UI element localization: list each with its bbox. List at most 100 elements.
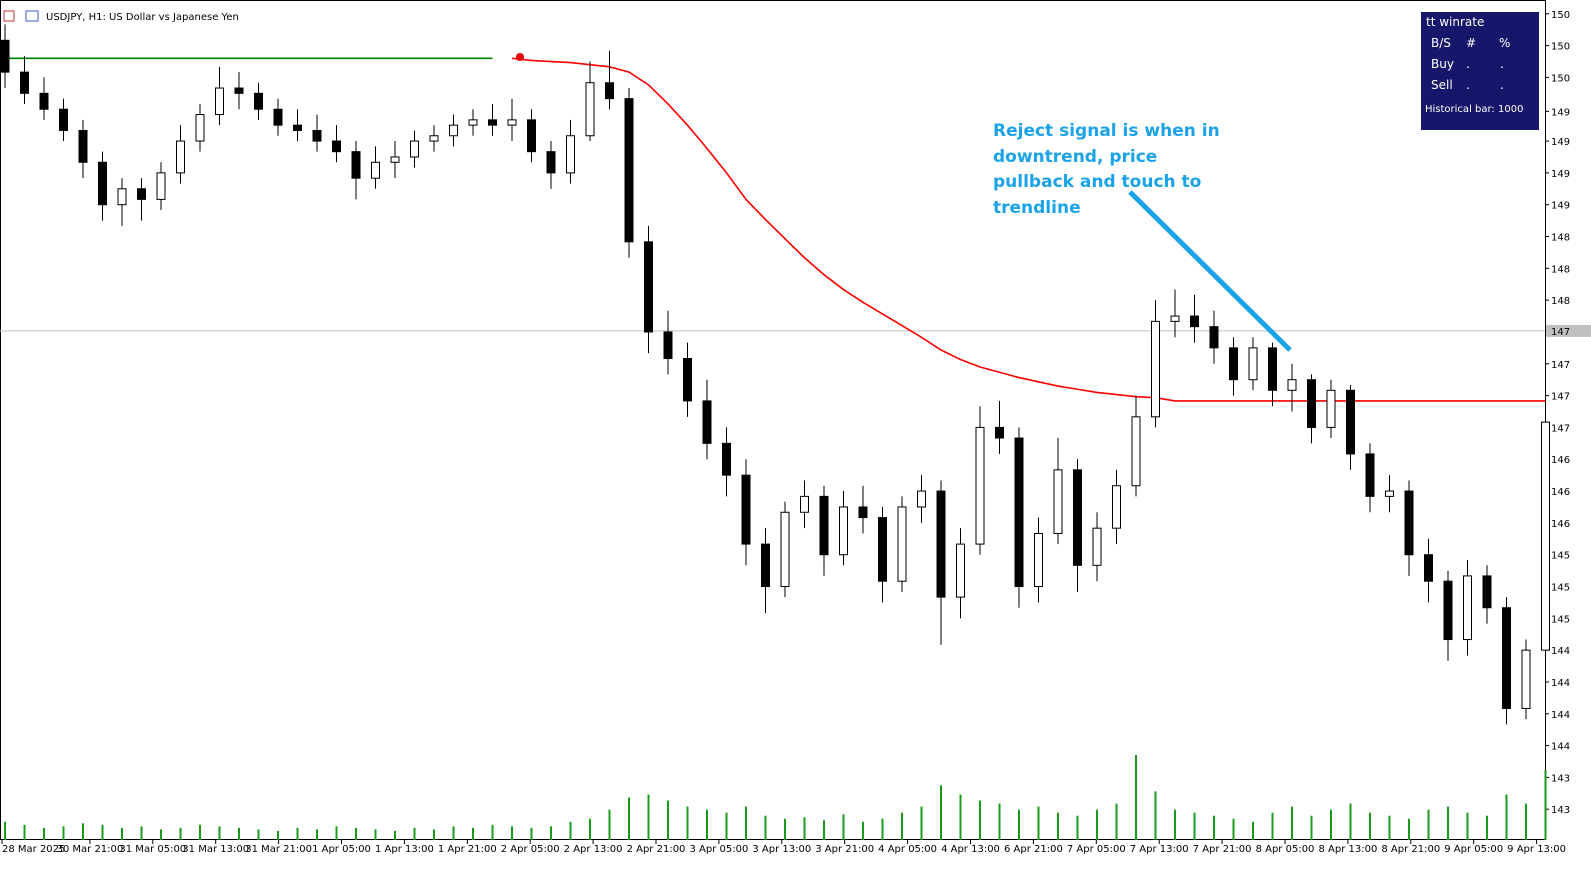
volume-bar [23, 824, 26, 840]
candle-body [137, 188, 146, 200]
candle-body [644, 241, 653, 333]
panel-cell: . [1500, 78, 1504, 92]
x-tick-label: 31 Mar 05:00 [119, 844, 186, 855]
candle-body [546, 151, 556, 174]
x-tick-label: 8 Apr 21:00 [1381, 844, 1440, 855]
candle-body [1014, 437, 1024, 588]
volume-bar [140, 826, 143, 840]
symbol-icon[interactable] [3, 10, 15, 22]
volume-bar [491, 824, 494, 840]
volume-bar [374, 829, 377, 840]
candle-body [390, 156, 400, 163]
candle-body [1034, 532, 1043, 588]
x-tick-label: 30 Mar 21:00 [57, 844, 124, 855]
candle-body [20, 71, 29, 94]
candle-body [1365, 453, 1375, 497]
volume-bar [959, 794, 962, 840]
candle-body [741, 474, 751, 545]
candle-body [819, 495, 829, 556]
candle-body [351, 151, 361, 179]
volume-bar [979, 800, 981, 840]
y-tick-label: 146 [1551, 455, 1570, 466]
candle-body [1307, 379, 1316, 428]
chart-icon[interactable] [25, 10, 39, 22]
y-tick-label: 148 [1551, 264, 1570, 275]
y-tick-label: 144 [1551, 710, 1570, 721]
crosshair-label-bg [1546, 324, 1591, 337]
volume-bar [4, 821, 6, 840]
volume-bar [1330, 809, 1332, 840]
y-tick-label: 149 [1551, 137, 1570, 148]
volume-bar [1135, 755, 1137, 840]
panel-header: % [1499, 36, 1510, 50]
y-tick-label: 147 [1551, 423, 1570, 434]
candle-body [1502, 607, 1511, 709]
x-tick-label: 9 Apr 13:00 [1507, 844, 1566, 855]
candle-body [1053, 469, 1063, 534]
x-tick-label: 3 Apr 13:00 [752, 844, 811, 855]
annotation-line: Reject signal is when in [993, 121, 1220, 141]
volume-bar [277, 830, 279, 840]
candle-body [234, 87, 244, 94]
volume-bar [1427, 809, 1430, 840]
y-tick-label: 144 [1551, 646, 1570, 657]
volume-bar [530, 827, 533, 840]
x-tick-label: 4 Apr 05:00 [878, 844, 937, 855]
panel-cell: . [1500, 57, 1504, 71]
y-tick-label: 143 [1551, 805, 1570, 816]
volume-bar [199, 824, 201, 840]
x-tick-label: 4 Apr 13:00 [941, 844, 1000, 855]
candle-body [1151, 320, 1160, 418]
volume-bar [920, 806, 923, 840]
panel-background [1421, 12, 1539, 130]
x-tick-label: 7 Apr 21:00 [1193, 844, 1252, 855]
candle-body [1092, 527, 1102, 566]
candle-body [1443, 580, 1453, 641]
x-tick-label: 9 Apr 05:00 [1444, 844, 1503, 855]
volume-bar [1408, 818, 1410, 840]
candle-body [488, 119, 497, 126]
volume-bar [667, 800, 669, 840]
candle-body [312, 129, 322, 142]
volume-bar [1310, 815, 1313, 840]
candle-body [1346, 389, 1355, 455]
volume-bar [608, 809, 611, 840]
volume-bar [745, 806, 747, 840]
candle-body [527, 119, 536, 153]
y-tick-label: 144 [1551, 742, 1570, 753]
candle-body [702, 400, 712, 444]
volume-bar [647, 794, 650, 840]
candle-body [78, 129, 88, 163]
y-tick-label: 148 [1551, 233, 1570, 244]
volume-bar [1193, 812, 1196, 840]
volume-bar [413, 827, 416, 840]
volume-bar [121, 827, 123, 840]
volume-bar [62, 826, 65, 840]
volume-bar [355, 827, 357, 840]
panel-footer: Historical bar: 1000 [1425, 104, 1523, 115]
volume-bar [881, 818, 884, 840]
y-tick-label: 145 [1551, 583, 1570, 594]
candle-body [1482, 575, 1492, 609]
x-tick-label: 2 Apr 05:00 [501, 844, 560, 855]
symbol-header: USDJPY, H1: US Dollar vs Japanese Yen [46, 12, 239, 23]
y-tick-label: 144 [1551, 678, 1570, 689]
candle-body [1190, 315, 1199, 328]
candle-body [722, 442, 731, 476]
volume-bar [589, 818, 591, 840]
candle-body [683, 357, 692, 402]
candle-body [917, 490, 926, 508]
candle-body [995, 426, 1004, 439]
signal-icon [516, 53, 524, 61]
y-tick-label: 143 [1551, 773, 1570, 784]
x-tick-label: 7 Apr 13:00 [1130, 844, 1189, 855]
candle-body [332, 140, 341, 153]
y-tick-label: 146 [1551, 487, 1570, 498]
volume-bar [160, 829, 162, 840]
candle-body [663, 331, 673, 359]
candle-body [956, 543, 965, 598]
volume-bar [511, 826, 513, 840]
y-tick-label: 146 [1551, 519, 1570, 530]
annotation: Reject signal is when in downtrend, pric… [993, 121, 1220, 218]
